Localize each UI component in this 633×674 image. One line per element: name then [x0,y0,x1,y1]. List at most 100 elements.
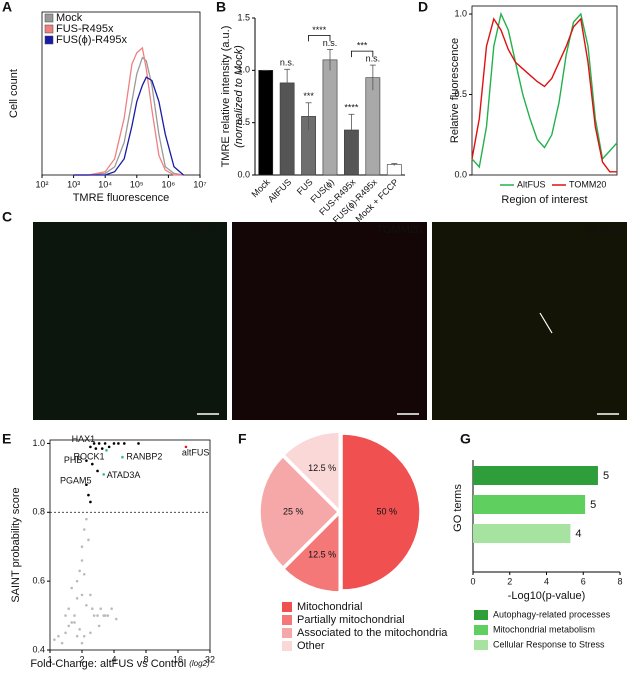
x-tick-label: 1 [47,654,52,664]
x-tick-label: 2 [79,654,84,664]
legend-swatch [44,35,54,45]
significance-label: n.s. [280,58,295,68]
legend-swatch [282,615,292,625]
significance-label: *** [303,91,314,101]
panel-letter: F [238,431,247,447]
legend-label: TOMM20 [569,179,606,189]
y-tick-label: 0.6 [32,576,45,586]
plot-frame [49,439,211,651]
significance-label: **** [344,103,359,113]
legend-label: Other [297,640,325,652]
x-tick-label: 2 [507,576,512,586]
point [80,641,84,645]
x-axis-label: -Log10(p-value) [508,590,586,602]
x-tick-label: 16 [173,654,183,664]
x-axis-unit: (log2) [189,659,210,668]
point [73,621,76,624]
point [112,442,116,445]
point [60,641,64,645]
point [78,628,81,631]
x-tick-label: 8 [143,654,148,664]
point-annotation: HAX1 [72,434,96,444]
slice-label: 12.5 % [308,463,336,473]
point [80,559,84,562]
bar [473,524,571,543]
y-axis-label: Relative fluorescence [449,38,461,143]
legend-swatch [282,628,292,638]
legend-label: Mitochondrial metabolism [493,624,595,634]
point [100,447,104,450]
point [123,442,126,445]
point [70,586,73,590]
legend-label: Cellular Response to Stress [493,639,605,649]
point [92,614,96,617]
legend-swatch [474,625,488,635]
point [105,449,108,452]
y-tick-label: 1.0 [32,438,45,448]
panel-letter: C [2,209,12,225]
legend-label: Mitochondrial [297,601,362,613]
significance-label: *** [357,40,368,50]
bar [365,77,381,176]
x-tick-label: 10⁴ [98,179,112,189]
y-tick-label: 1.0 [454,8,467,18]
point [89,593,92,597]
point [89,445,92,449]
x-axis-label: Region of interest [501,194,587,206]
slice-label: 50 % [377,506,398,516]
legend-swatch [44,13,54,23]
legend-label: Mock [56,12,83,24]
pie-slice [283,512,340,593]
point [92,442,96,445]
point [102,473,105,476]
x-axis-label: TMRE fluorescence [73,192,170,204]
count-label: 5 [590,499,596,511]
x-tick-label: 10³ [67,179,80,189]
legend-label: FUS-R495x [56,23,114,35]
point [91,607,94,610]
bar [258,70,274,176]
profile-line [471,11,618,169]
point [57,634,60,638]
x-tick-label: 32 [205,654,215,664]
y-tick-label: 0.5 [237,117,250,127]
point [82,634,86,638]
point [97,442,101,445]
y-axis-label: GO terms [452,484,464,532]
point [91,462,94,466]
x-tick-label: 4 [111,654,116,664]
point [137,442,140,445]
point [85,603,88,607]
legend-label: AltFUS [517,179,546,189]
y-axis-label: Cell count [8,69,20,118]
significance-bracket [351,50,374,58]
point [89,631,92,635]
channel-label: AltFUS [187,224,222,236]
point [117,442,120,445]
plot-frame [471,5,618,176]
point [70,621,73,624]
micrograph [432,222,627,420]
point [85,517,88,521]
y-axis-label: SAINT probability score [10,487,22,602]
point-annotation: PGAM5 [60,475,92,485]
micrograph [33,222,227,420]
legend-swatch [282,641,292,651]
x-tick-label: AltFUS [266,177,293,204]
point [184,445,188,449]
point [97,624,101,628]
point [89,500,92,504]
count-label: 5 [603,470,609,482]
point-annotation: ATAD3A [107,470,141,480]
y-tick-label: 0.4 [32,644,45,654]
x-axis-label: Fold-Change: altFUS vs Control (log2) [30,658,210,670]
point-annotation: ROCK1 [73,452,104,462]
point-annotation: RANBP2 [126,452,162,462]
profile-line [471,17,617,173]
panel-letter: G [460,431,471,447]
x-tick-label: 10⁷ [193,179,206,189]
x-tick-label: 4 [544,576,549,586]
significance-label: n.s. [366,53,381,63]
roi-line [539,312,553,334]
